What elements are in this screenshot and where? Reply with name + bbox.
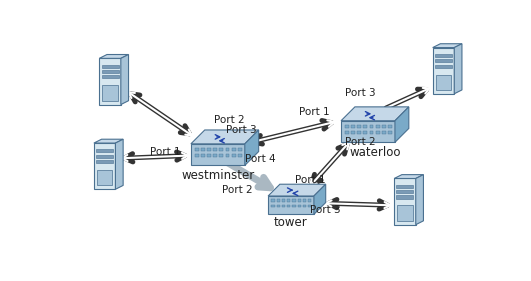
Text: Port 2: Port 2 xyxy=(214,115,245,124)
Polygon shape xyxy=(121,55,129,105)
Bar xyxy=(287,205,290,207)
Polygon shape xyxy=(454,44,462,94)
Bar xyxy=(101,70,118,73)
Bar xyxy=(397,185,414,188)
Bar xyxy=(292,205,296,207)
FancyBboxPatch shape xyxy=(99,58,121,105)
Bar xyxy=(97,170,113,185)
Bar xyxy=(282,205,285,207)
Bar xyxy=(102,85,118,101)
Bar xyxy=(303,205,306,207)
Bar xyxy=(370,124,373,128)
Bar xyxy=(101,65,118,68)
Bar xyxy=(382,131,386,134)
FancyBboxPatch shape xyxy=(433,47,454,94)
Bar xyxy=(238,148,242,151)
Bar xyxy=(436,74,451,90)
Bar xyxy=(287,199,290,202)
Bar xyxy=(297,199,301,202)
Text: tower: tower xyxy=(274,216,308,229)
Bar xyxy=(345,124,349,128)
Bar xyxy=(351,124,355,128)
Bar xyxy=(376,131,380,134)
Text: Port 3: Port 3 xyxy=(310,205,341,216)
Bar xyxy=(271,199,275,202)
Polygon shape xyxy=(268,196,314,214)
Bar xyxy=(201,154,205,157)
Bar xyxy=(303,199,306,202)
Text: Port 1: Port 1 xyxy=(299,107,330,117)
Polygon shape xyxy=(341,107,409,121)
Text: waterloo: waterloo xyxy=(350,146,401,159)
Bar xyxy=(397,190,414,193)
Bar xyxy=(382,124,386,128)
Text: Port 3: Port 3 xyxy=(345,88,375,98)
Text: Port 2: Port 2 xyxy=(222,185,253,195)
Bar xyxy=(388,124,392,128)
Polygon shape xyxy=(191,144,245,166)
Bar xyxy=(96,155,113,158)
Bar xyxy=(101,75,118,78)
Bar xyxy=(207,154,211,157)
Bar xyxy=(277,199,280,202)
Bar xyxy=(363,131,367,134)
Bar xyxy=(363,124,367,128)
Bar xyxy=(435,54,452,57)
Polygon shape xyxy=(115,139,123,189)
Bar xyxy=(308,199,311,202)
Polygon shape xyxy=(191,130,259,144)
Bar xyxy=(201,148,205,151)
Text: Port 2: Port 2 xyxy=(345,137,375,147)
Polygon shape xyxy=(416,175,423,225)
Bar xyxy=(308,205,311,207)
Bar xyxy=(435,65,452,68)
Bar xyxy=(213,148,217,151)
Bar xyxy=(345,131,349,134)
Polygon shape xyxy=(433,44,462,47)
Bar xyxy=(376,124,380,128)
Bar xyxy=(282,199,285,202)
Bar xyxy=(232,148,236,151)
Bar xyxy=(96,149,113,152)
Bar xyxy=(357,124,361,128)
Polygon shape xyxy=(394,175,423,178)
Polygon shape xyxy=(268,184,326,196)
Bar xyxy=(297,205,301,207)
Text: Port 1: Port 1 xyxy=(295,175,326,185)
Bar xyxy=(292,199,296,202)
Bar xyxy=(397,195,414,198)
Bar xyxy=(213,154,217,157)
Polygon shape xyxy=(99,55,129,58)
Bar xyxy=(357,131,361,134)
Polygon shape xyxy=(314,184,326,214)
FancyBboxPatch shape xyxy=(94,143,115,189)
Bar xyxy=(397,205,413,221)
Bar xyxy=(238,154,242,157)
Text: Port 1: Port 1 xyxy=(150,146,181,157)
Bar xyxy=(195,148,199,151)
Bar xyxy=(370,131,373,134)
Polygon shape xyxy=(245,130,259,166)
Bar xyxy=(226,154,229,157)
Bar xyxy=(351,131,355,134)
Text: Port 4: Port 4 xyxy=(245,154,276,164)
Polygon shape xyxy=(94,139,123,143)
Bar xyxy=(226,148,229,151)
Bar xyxy=(232,154,236,157)
Bar xyxy=(207,148,211,151)
Bar xyxy=(219,148,223,151)
Text: westminster: westminster xyxy=(181,169,254,182)
Text: Port 3: Port 3 xyxy=(226,125,256,135)
Bar xyxy=(219,154,223,157)
Bar xyxy=(277,205,280,207)
Bar xyxy=(435,59,452,62)
Bar xyxy=(271,205,275,207)
Bar xyxy=(195,154,199,157)
Bar xyxy=(388,131,392,134)
FancyBboxPatch shape xyxy=(394,178,416,225)
Polygon shape xyxy=(341,121,395,142)
Polygon shape xyxy=(395,107,409,142)
Bar xyxy=(96,160,113,163)
